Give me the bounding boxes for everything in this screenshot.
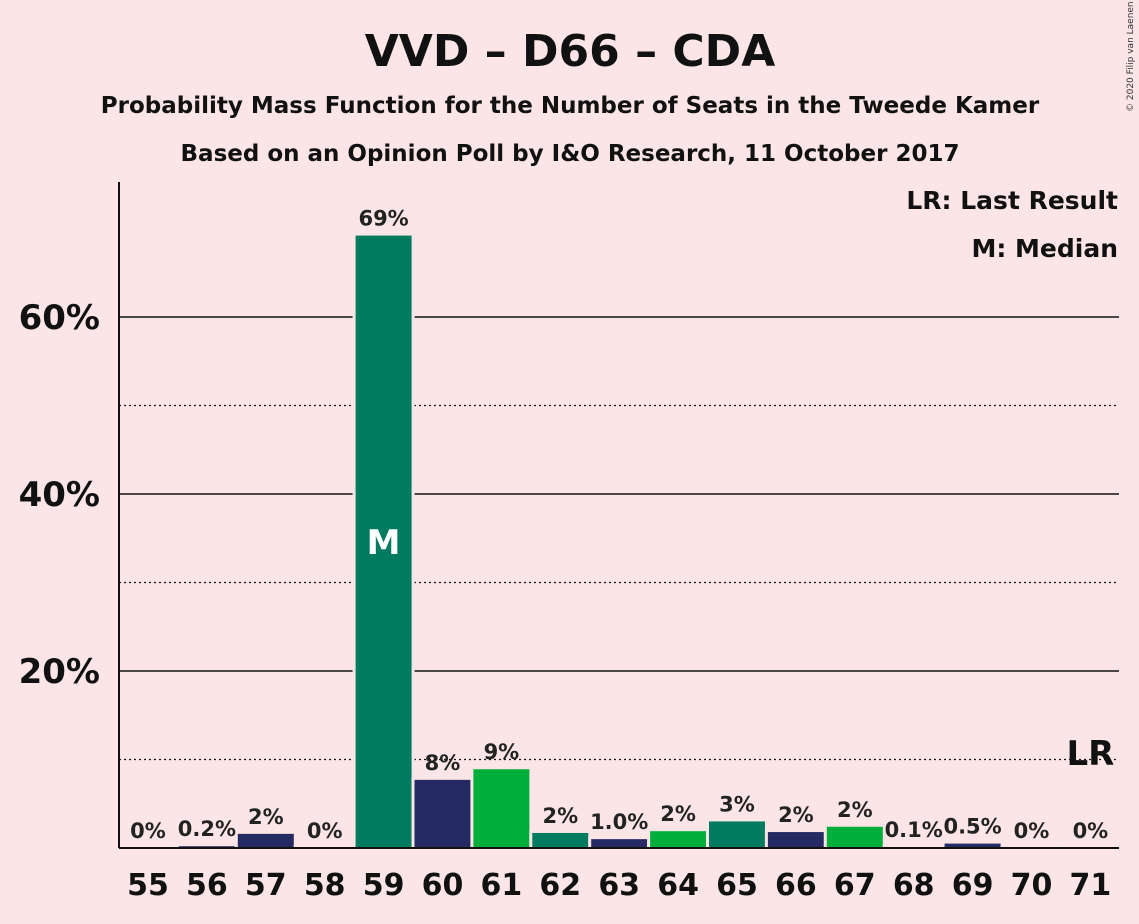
y-tick-label: 60%	[19, 298, 100, 338]
x-tick-label-69: 69	[952, 868, 994, 903]
legend-median: M: Median	[971, 234, 1118, 263]
bar-66	[767, 832, 824, 848]
x-tick-label-71: 71	[1070, 868, 1112, 903]
data-label-65: 3%	[719, 792, 755, 816]
bar-63	[591, 839, 648, 848]
data-label-67: 2%	[837, 798, 873, 822]
median-marker: M	[367, 523, 401, 563]
last-result-marker: LR	[1066, 734, 1114, 774]
x-tick-label-57: 57	[245, 868, 287, 903]
bar-gap	[882, 844, 945, 848]
bar-57	[237, 833, 294, 848]
data-label-64: 2%	[660, 802, 696, 826]
bar-gap	[1000, 845, 1063, 848]
data-label-56: 0.2%	[178, 817, 236, 841]
data-label-71: 0%	[1073, 819, 1109, 843]
x-tick-label-63: 63	[598, 868, 640, 903]
x-tick-label-65: 65	[716, 868, 758, 903]
bar-69	[944, 843, 1001, 848]
data-label-60: 8%	[425, 751, 461, 775]
chart-title: VVD – D66 – CDA	[365, 26, 776, 77]
x-tick-label-59: 59	[363, 868, 405, 903]
data-label-66: 2%	[778, 803, 814, 827]
copyright-text: © 2020 Filip van Laenen	[1126, 1, 1136, 112]
chart-subtitle: Probability Mass Function for the Number…	[101, 93, 1040, 119]
x-tick-label-56: 56	[186, 868, 228, 903]
gridlines	[119, 316, 1119, 761]
x-tick-label-55: 55	[127, 868, 169, 903]
x-tick-label-68: 68	[893, 868, 935, 903]
bar-60	[414, 779, 471, 848]
bar-65	[709, 821, 765, 848]
x-tick-label-66: 66	[775, 868, 817, 903]
x-tick-label-58: 58	[304, 868, 346, 903]
bar-61	[473, 769, 530, 848]
data-label-62: 2%	[542, 804, 578, 828]
data-label-69: 0.5%	[943, 815, 1001, 839]
data-label-55: 0%	[130, 819, 166, 843]
bar-gap	[1059, 845, 1122, 848]
legend-last-result: LR: Last Result	[906, 186, 1118, 215]
x-tick-label-62: 62	[539, 868, 581, 903]
bar-gap	[117, 845, 179, 848]
bar-gap	[293, 845, 356, 848]
bar-67	[826, 826, 883, 848]
y-tick-labels: 20% 40% 60%	[19, 298, 100, 692]
x-tick-labels: 55 56 57 58 59 60 61 62 63 64 65 66 67 68 69 70 71	[127, 868, 1111, 903]
data-label-63: 1.0%	[590, 810, 648, 834]
bar-gap	[175, 843, 238, 848]
data-label-70: 0%	[1014, 819, 1050, 843]
bar-64	[650, 831, 707, 848]
bar-59	[355, 235, 412, 848]
bar-62	[532, 832, 589, 848]
x-tick-label-60: 60	[422, 868, 464, 903]
bars	[117, 232, 1122, 848]
x-tick-label-64: 64	[657, 868, 699, 903]
data-label-68: 0.1%	[885, 818, 943, 842]
x-tick-label-70: 70	[1011, 868, 1053, 903]
x-tick-label-61: 61	[481, 868, 523, 903]
data-labels: 0% 0.2% 2% 0% 69% M 8% 9% 2% 1.0% 2% 3% 2% 2% 0.1% 0.5%…	[130, 207, 1114, 843]
chart-subtitle-source: Based on an Opinion Poll by I&O Research…	[181, 141, 960, 167]
y-tick-label: 40%	[19, 475, 100, 515]
data-label-59: 69%	[358, 207, 408, 231]
data-label-58: 0%	[307, 819, 343, 843]
x-tick-label-67: 67	[834, 868, 876, 903]
data-label-57: 2%	[248, 805, 284, 829]
y-tick-label: 20%	[19, 652, 100, 692]
data-label-61: 9%	[484, 740, 520, 764]
